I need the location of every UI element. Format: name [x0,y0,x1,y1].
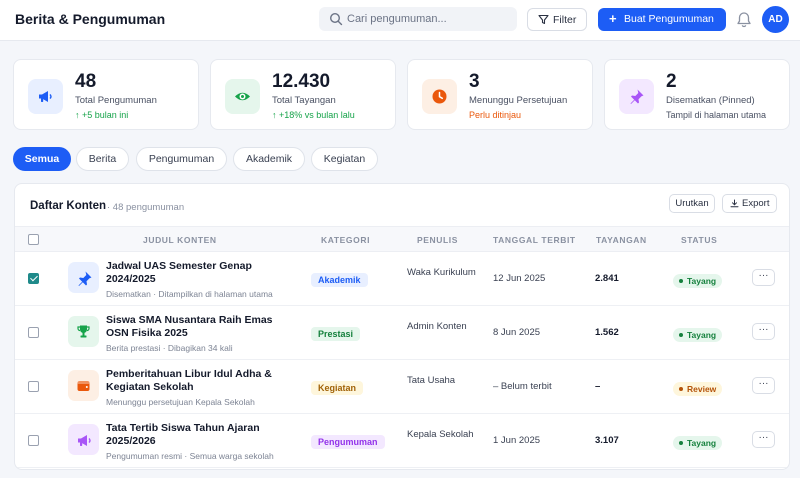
filter-icon [538,14,549,25]
row-meta: Disematkan · Ditampilkan di halaman utam… [106,289,273,299]
stat-subtext: Tampil di halaman utama [666,110,767,120]
status-badge: Tayang [673,436,723,450]
row-views: 1.562 [595,327,619,338]
row-more-button[interactable]: ··· [752,431,775,448]
row-checkbox[interactable] [28,273,39,284]
category-badge: Prestasi [311,327,361,341]
col-penulis: PENULIS [417,235,459,245]
row-title[interactable]: Pemberitahuan Libur Idul Adha & Kegiatan… [106,368,272,393]
select-all-checkbox[interactable] [28,234,39,245]
row-more-button[interactable]: ··· [752,269,775,286]
top-header: Berita & Pengumuman Cari pengumuman... F… [0,0,800,41]
col-kategori: KATEGORI [321,235,371,245]
col-tanggal: TANGGAL TERBIT [493,235,576,245]
panel-count: · 48 pengumuman [107,202,185,213]
filter-label: Filter [553,14,577,26]
status-badge: Tayang [673,274,723,288]
tab-semua[interactable]: Semua [13,147,71,171]
stat-icon-box [422,79,457,114]
filter-button[interactable]: Filter [527,8,587,31]
stat-card: 12.430 Total Tayangan ↑ +18% vs bulan la… [210,59,396,130]
table-row[interactable]: Jadwal UAS Semester Genap 2024/2025 Dise… [15,252,789,306]
row-title[interactable]: Tata Tertib Siswa Tahun Ajaran 2025/2026 [106,422,260,447]
row-thumbnail [68,370,99,401]
row-thumbnail [68,316,99,347]
row-date: 8 Jun 2025 [493,327,541,338]
search-icon [329,12,343,26]
row-date: – Belum terbit [493,381,552,392]
stat-label: Menunggu Persetujuan [469,95,568,106]
category-badge: Kegiatan [311,381,364,395]
stat-card: 2 Disematkan (Pinned) Tampil di halaman … [604,59,790,130]
stat-icon-box [225,79,260,114]
export-label: Export [742,198,770,209]
row-author: Waka Kurikulum [407,267,476,278]
stat-value: 48 [75,71,97,92]
row-thumbnail [68,424,99,455]
search-input[interactable]: Cari pengumuman... [319,7,517,31]
stat-card: 48 Total Pengumuman ↑ +5 bulan ini [13,59,199,130]
create-announcement-button[interactable]: + Buat Pengumuman [598,8,726,31]
row-checkbox[interactable] [28,435,39,446]
create-label: Buat Pengumuman [624,13,714,25]
stat-label: Total Pengumuman [75,95,157,106]
row-more-button[interactable]: ··· [752,323,775,340]
table-header: JUDUL KONTEN KATEGORI PENULIS TANGGAL TE… [15,226,789,252]
category-badge: Akademik [311,273,368,287]
row-checkbox[interactable] [28,381,39,392]
stat-icon-box [28,79,63,114]
table-row[interactable]: Pemberitahuan Libur Idul Adha & Kegiatan… [15,360,789,414]
row-meta: Berita prestasi · Dibagikan 34 kali [106,343,233,353]
download-icon [730,199,739,208]
row-author: Kepala Sekolah [407,429,474,440]
row-meta: Menunggu persetujuan Kepala Sekolah [106,397,255,407]
avatar[interactable]: AD [762,6,789,33]
tab-akademik[interactable]: Akademik [233,147,305,171]
row-views: – [595,381,601,392]
row-title[interactable]: Jadwal UAS Semester Genap 2024/2025 [106,260,252,285]
tab-pengumuman[interactable]: Pengumuman [136,147,227,171]
stat-subtext: ↑ +5 bulan ini [75,110,129,120]
bell-icon[interactable] [736,11,752,28]
export-button[interactable]: Export [722,194,777,213]
stat-card: 3 Menunggu Persetujuan Perlu ditinjau [407,59,593,130]
stat-subtext: Perlu ditinjau [469,110,522,120]
row-more-button[interactable]: ··· [752,377,775,394]
plus-icon: + [609,11,617,26]
stat-value: 2 [666,71,677,92]
stat-value: 12.430 [272,71,331,92]
status-badge: Review [673,382,723,396]
row-author: Tata Usaha [407,375,456,386]
stat-value: 3 [469,71,480,92]
stat-label: Disematkan (Pinned) [666,95,755,106]
row-meta: Pengumuman resmi · Semua warga sekolah [106,451,274,461]
stat-label: Total Tayangan [272,95,336,106]
row-author: Admin Konten [407,321,467,332]
row-views: 3.107 [595,435,619,446]
row-thumbnail [68,262,99,293]
status-badge: Tayang [673,328,723,342]
panel-title: Daftar Konten [30,200,107,212]
category-badge: Pengumuman [311,435,385,449]
content-panel: Daftar Konten · 48 pengumuman Urutkan Ex… [14,183,790,470]
tab-berita[interactable]: Berita [76,147,129,171]
col-status: STATUS [681,235,718,245]
row-views: 2.841 [595,273,619,284]
table-row[interactable]: Siswa SMA Nusantara Raih Emas OSN Fisika… [15,306,789,360]
row-date: 1 Jun 2025 [493,435,541,446]
col-judul: JUDUL KONTEN [143,235,217,245]
sort-button[interactable]: Urutkan [669,194,715,213]
row-checkbox[interactable] [28,327,39,338]
search-placeholder: Cari pengumuman... [347,13,447,25]
row-date: 12 Jun 2025 [493,273,546,284]
page-title: Berita & Pengumuman [15,11,166,27]
table-row[interactable]: Tata Tertib Siswa Tahun Ajaran 2025/2026… [15,414,789,468]
stat-subtext: ↑ +18% vs bulan lalu [272,110,355,120]
col-tayangan: TAYANGAN [596,235,647,245]
row-title[interactable]: Siswa SMA Nusantara Raih Emas OSN Fisika… [106,314,273,339]
tab-kegiatan[interactable]: Kegiatan [311,147,378,171]
stat-icon-box [619,79,654,114]
